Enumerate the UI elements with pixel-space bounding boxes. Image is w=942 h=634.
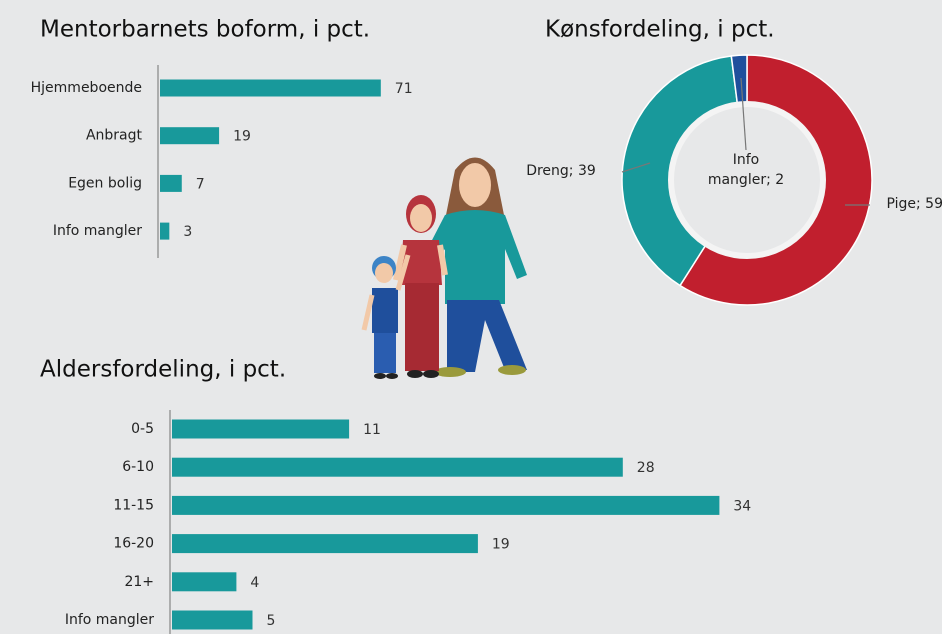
category-label: Egen bolig <box>68 175 142 191</box>
bar <box>160 127 219 144</box>
category-label: 0-5 <box>131 421 154 437</box>
bar <box>160 80 381 97</box>
value-label: 4 <box>250 575 259 591</box>
chart-title: Kønsfordeling, i pct. <box>545 17 775 43</box>
value-label: 7 <box>196 176 205 192</box>
bar <box>172 534 478 553</box>
value-label: 11 <box>363 422 381 438</box>
bar <box>172 496 719 515</box>
bar <box>160 175 182 192</box>
chart-title: Aldersfordeling, i pct. <box>40 357 286 383</box>
bar <box>172 458 623 477</box>
bar <box>172 611 253 630</box>
category-label: 21+ <box>124 574 154 590</box>
value-label: 19 <box>492 537 510 553</box>
category-label: 6-10 <box>122 459 154 475</box>
value-label: 3 <box>183 224 192 240</box>
category-label: Anbragt <box>86 128 143 144</box>
slice-label: Info mangler; 2 <box>703 150 789 190</box>
bar <box>160 223 169 240</box>
category-label: Info mangler <box>53 223 142 239</box>
category-label: 11-15 <box>113 497 154 513</box>
category-label: Info mangler <box>65 612 154 628</box>
slice-label: Pige; 59 <box>843 194 942 214</box>
category-label: Hjemmeboende <box>31 80 142 96</box>
charts: Mentorbarnets boform, i pct. Hjemmeboende… <box>0 0 942 634</box>
chart-title: Mentorbarnets boform, i pct. <box>40 17 370 43</box>
children-illustration <box>364 158 527 380</box>
value-label: 71 <box>395 81 413 97</box>
slice-label: Dreng; 39 <box>518 161 604 181</box>
bar <box>172 420 349 439</box>
value-label: 34 <box>733 498 751 514</box>
category-label: 16-20 <box>113 536 154 552</box>
page: Mentorbarnets boform, i pct. Hjemmeboende… <box>0 0 942 634</box>
value-label: 5 <box>267 613 276 629</box>
bar <box>172 572 236 591</box>
value-label: 19 <box>233 129 251 145</box>
value-label: 28 <box>637 460 655 476</box>
